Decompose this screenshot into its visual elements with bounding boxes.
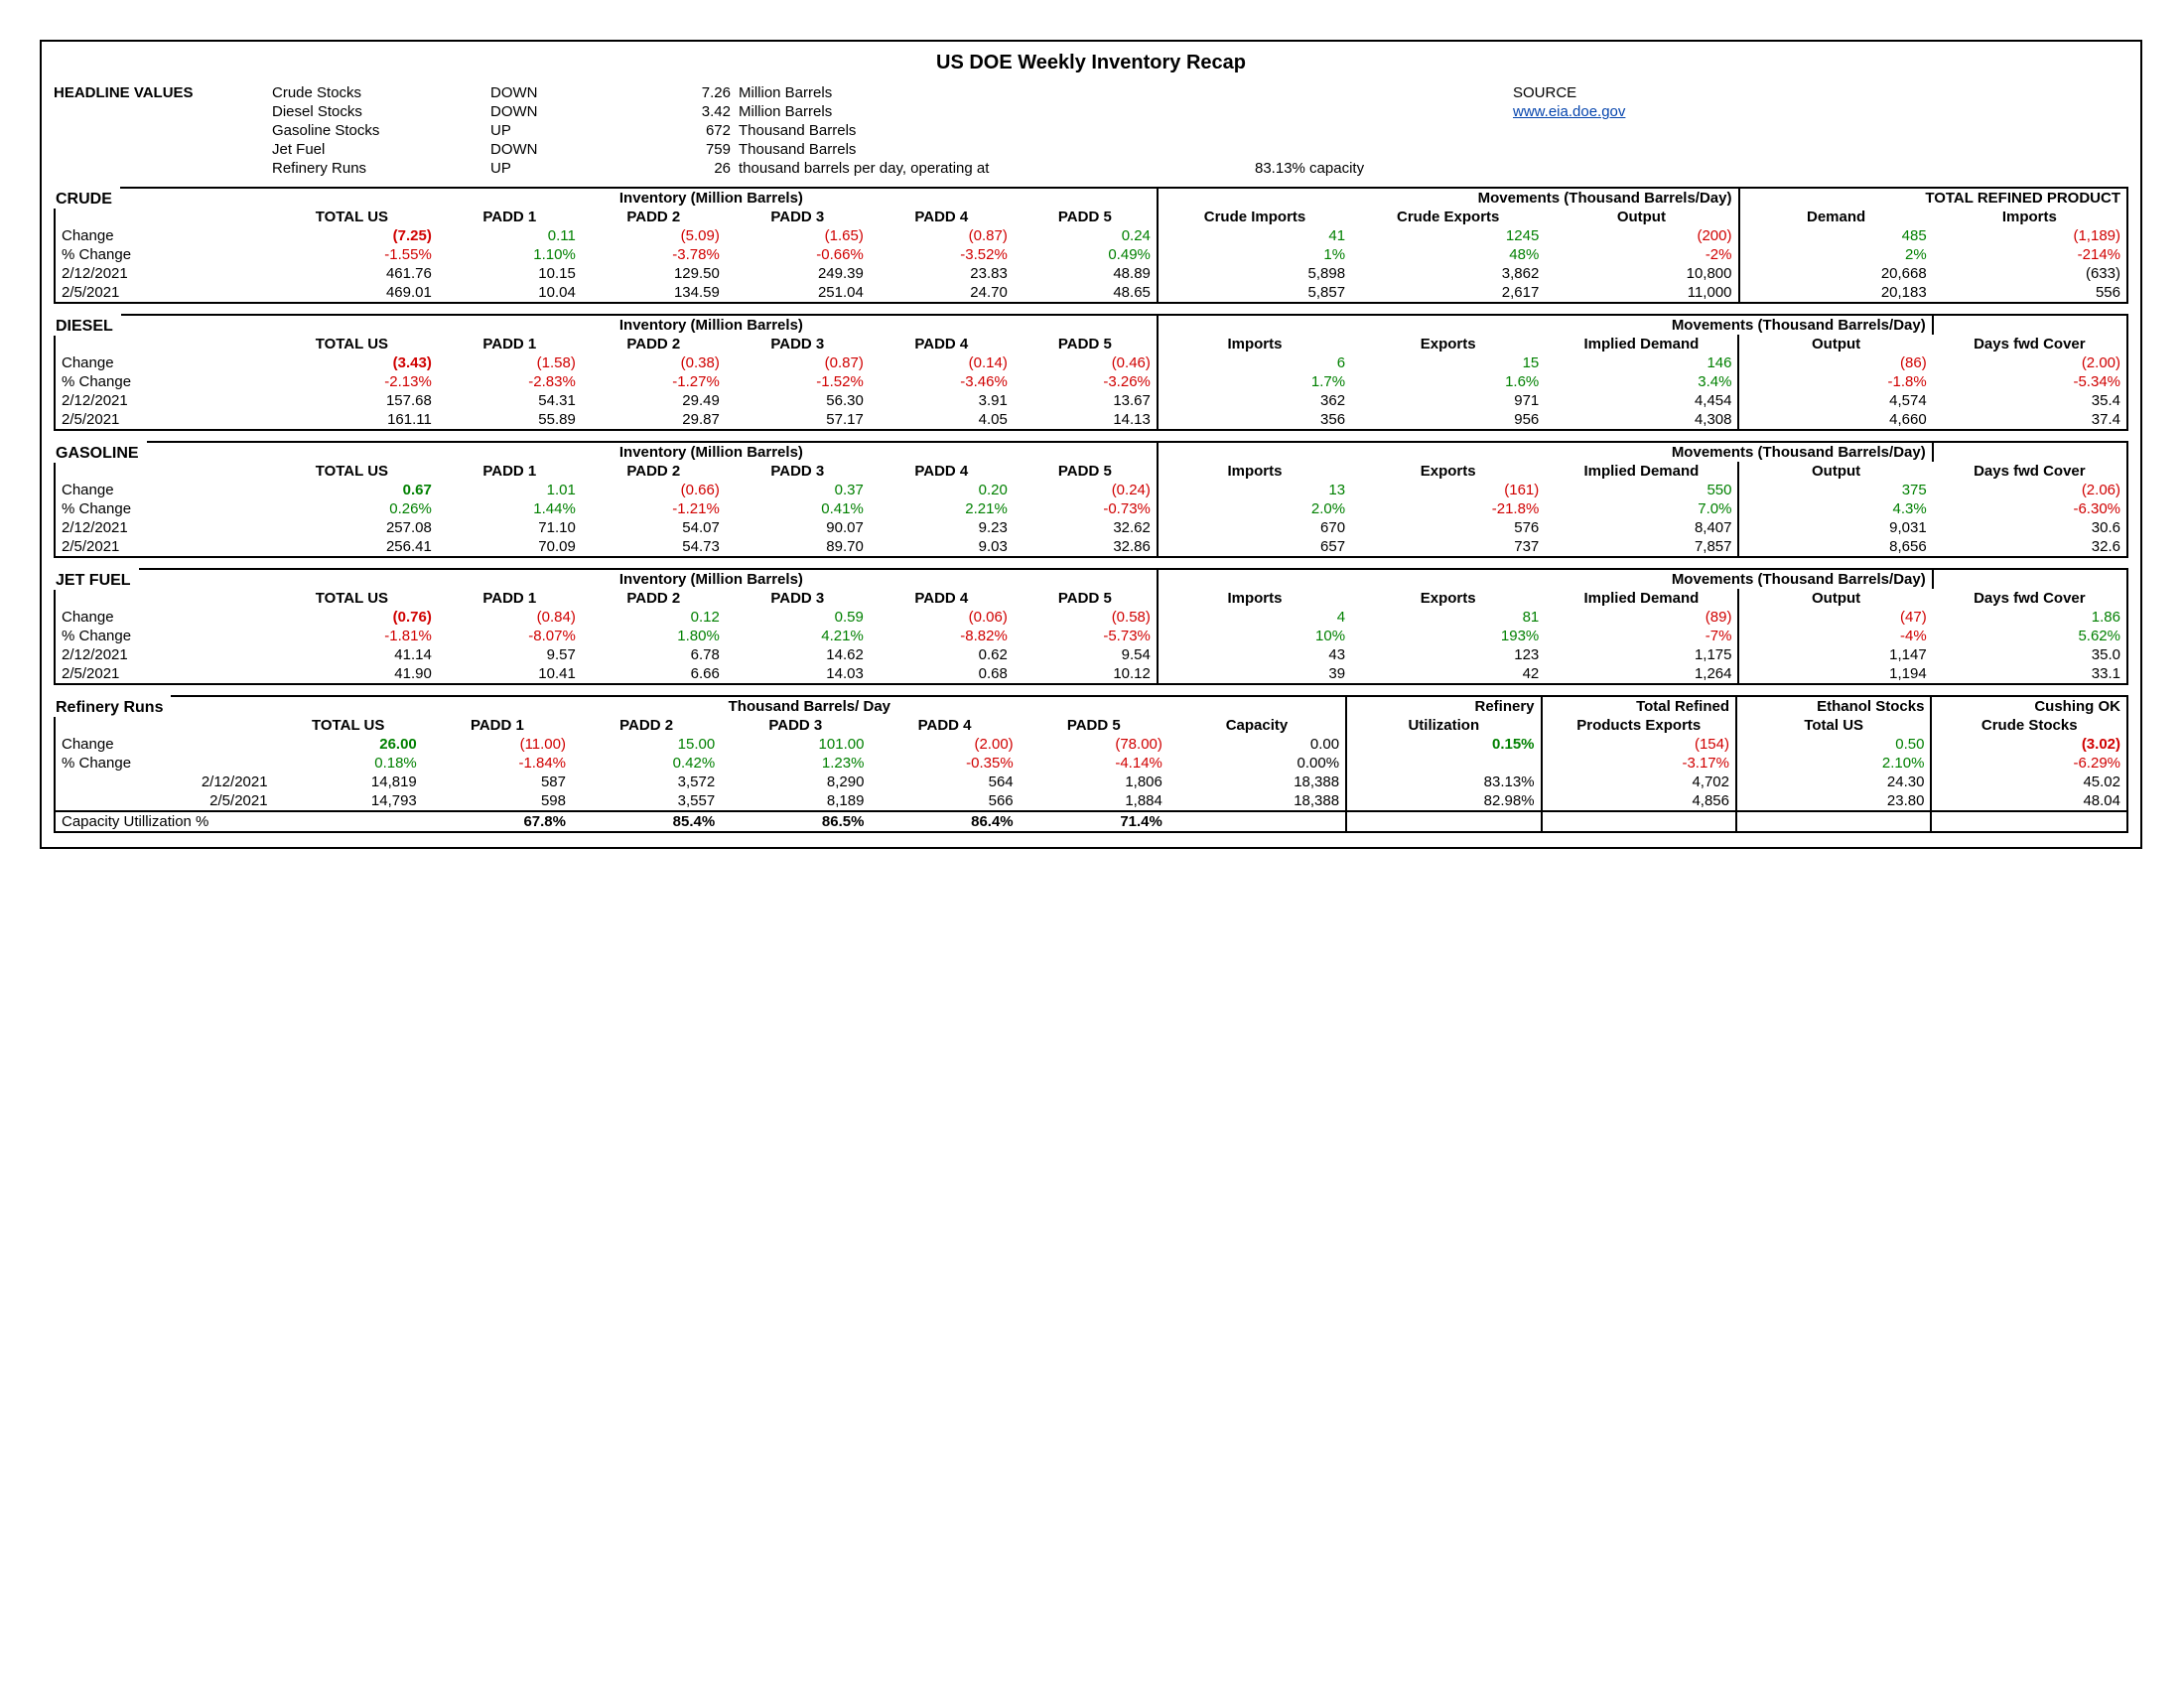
hv-dir-4: UP [490,160,619,177]
crude-label: CRUDE [54,187,120,209]
hv-unit-3: Thousand Barrels [739,141,1255,158]
hv-unit-2: Thousand Barrels [739,122,1255,139]
diesel-label: DIESEL [54,314,121,336]
hv-extra-4: 83.13% capacity [1255,160,1513,177]
crude-table: Inventory (Million Barrels)Movements (Th… [56,189,2126,302]
hv-name-3: Jet Fuel [272,141,490,158]
hv-val-0: 7.26 [619,84,739,101]
source-label: SOURCE [1513,84,1910,101]
hv-dir-3: DOWN [490,141,619,158]
jet-table: Inventory (Million Barrels)Movements (Th… [56,570,2126,683]
gasoline-label: GASOLINE [54,441,147,463]
hv-val-4: 26 [619,160,739,177]
refinery-table: Thousand Barrels/ DayRefineryTotal Refin… [56,697,2126,831]
headline-label: HEADLINE VALUES [54,84,272,101]
hv-name-2: Gasoline Stocks [272,122,490,139]
refinery-section: Refinery RunsThousand Barrels/ DayRefine… [54,695,2128,833]
report-sheet: US DOE Weekly Inventory Recap HEADLINE V… [40,40,2142,849]
hv-unit-1: Million Barrels [739,103,1255,120]
hv-val-1: 3.42 [619,103,739,120]
refinery-label: Refinery Runs [54,695,171,717]
headline-values: HEADLINE VALUES Crude Stocks DOWN 7.26 M… [54,84,2128,177]
diesel-table: Inventory (Million Barrels)Movements (Th… [56,316,2126,429]
gasoline-section: GASOLINEInventory (Million Barrels)Movem… [54,441,2128,558]
diesel-section: DIESELInventory (Million Barrels)Movemen… [54,314,2128,431]
hv-dir-2: UP [490,122,619,139]
crude-section: CRUDEInventory (Million Barrels)Movement… [54,187,2128,304]
jet-section: JET FUELInventory (Million Barrels)Movem… [54,568,2128,685]
hv-unit-0: Million Barrels [739,84,1255,101]
report-title: US DOE Weekly Inventory Recap [54,52,2128,74]
source-link[interactable]: www.eia.doe.gov [1513,103,1625,120]
jet-label: JET FUEL [54,568,139,590]
hv-name-0: Crude Stocks [272,84,490,101]
hv-dir-1: DOWN [490,103,619,120]
gasoline-table: Inventory (Million Barrels)Movements (Th… [56,443,2126,556]
hv-val-3: 759 [619,141,739,158]
hv-name-1: Diesel Stocks [272,103,490,120]
hv-unit-4: thousand barrels per day, operating at [739,160,1255,177]
hv-name-4: Refinery Runs [272,160,490,177]
hv-val-2: 672 [619,122,739,139]
hv-dir-0: DOWN [490,84,619,101]
